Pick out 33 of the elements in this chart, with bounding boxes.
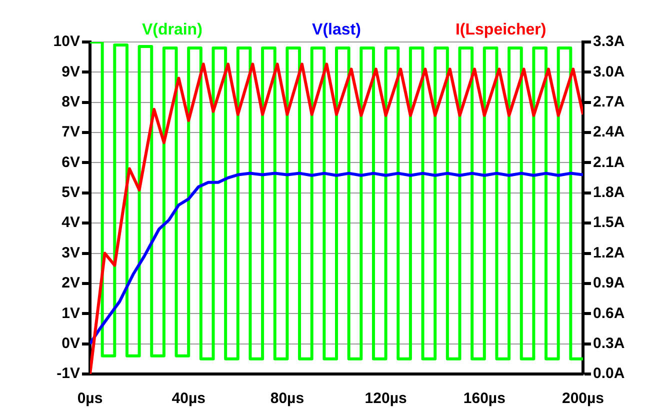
y2-tick-label: 1.2A xyxy=(593,244,625,262)
series-label: V(drain) xyxy=(142,21,202,38)
y2-tick-label: 0.3A xyxy=(593,334,625,352)
y-tick-label: 0V xyxy=(62,334,80,352)
y-tick-label: 6V xyxy=(62,154,80,171)
y2-tick-label: 3.3A xyxy=(593,33,625,50)
text: V(last) xyxy=(312,21,361,38)
y-tick-label: 1V xyxy=(62,304,80,322)
y2-tick-label: 3.0A xyxy=(593,63,625,80)
x-tick-label: 0µs xyxy=(77,390,103,408)
x-tick-label: 120µs xyxy=(364,390,407,408)
x-tick-label: 80µs xyxy=(270,390,304,408)
y-tick-label: 5V xyxy=(62,184,80,202)
y-tick-label: 7V xyxy=(62,124,80,141)
y-tick-label: 9V xyxy=(62,63,80,80)
y-tick-label: 4V xyxy=(62,214,80,232)
y-tick-label: 2V xyxy=(62,274,80,292)
y2-tick-label: 2.1A xyxy=(593,154,625,171)
y2-tick-label: 0.0A xyxy=(593,365,625,382)
series-label: I(Lspeicher) xyxy=(455,21,546,38)
x-tick-label: 200µs xyxy=(562,390,604,408)
y2-tick-label: 0.9A xyxy=(593,274,625,292)
y2-tick-label: 2.4A xyxy=(593,124,625,141)
y2-tick-label: 1.5A xyxy=(593,214,625,232)
x-tick-label: 160µs xyxy=(463,390,506,408)
y-tick-label: -1V xyxy=(56,365,80,382)
y-tick-label: 8V xyxy=(62,94,80,111)
y-tick-label: 10V xyxy=(53,33,80,50)
x-tick-label: 40µs xyxy=(172,390,206,408)
y-tick-label: 3V xyxy=(62,244,80,262)
y2-tick-label: 1.8A xyxy=(593,184,625,202)
y2-tick-label: 2.7A xyxy=(593,94,625,111)
y2-tick-label: 0.6A xyxy=(593,304,625,322)
